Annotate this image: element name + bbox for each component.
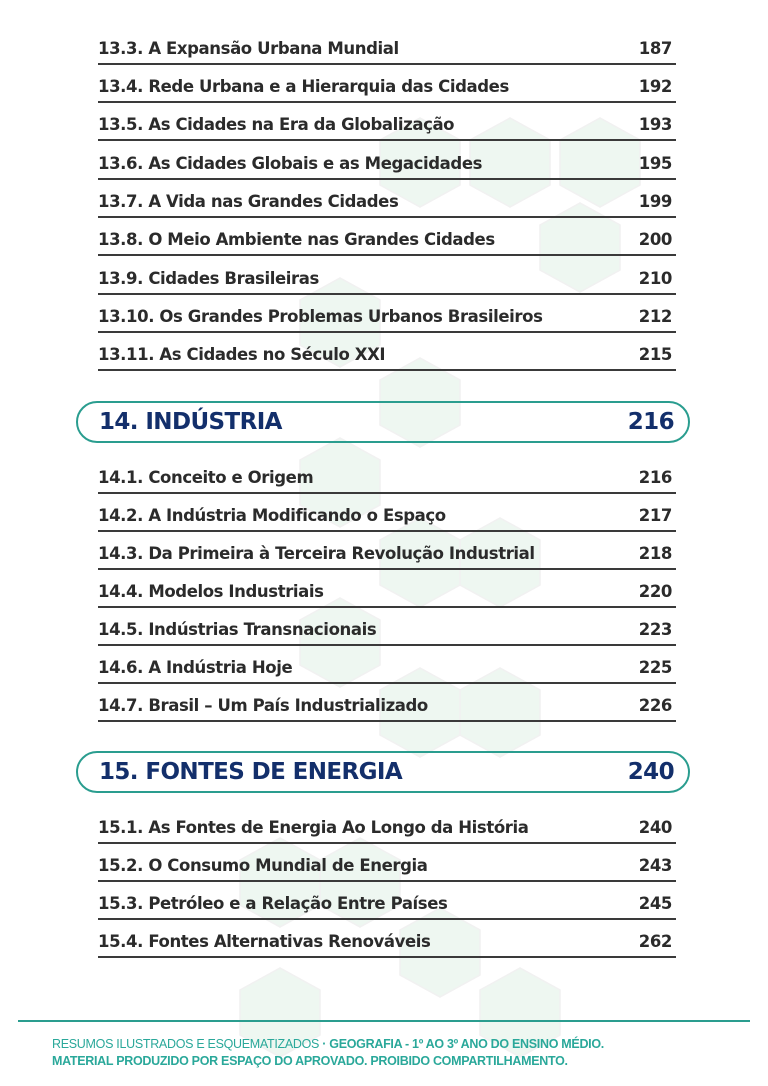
toc-entry-page: 223 [638, 619, 673, 639]
toc-entry[interactable]: 14.1. Conceito e Origem 216 [98, 458, 676, 494]
toc-entry[interactable]: 14.5. Indústrias Transnacionais 223 [98, 610, 676, 646]
toc-entry-page: 200 [638, 229, 673, 249]
toc-entry-title: 13.11. As Cidades no Século XXI [98, 344, 386, 364]
toc-entry-title: 13.10. Os Grandes Problemas Urbanos Bras… [98, 306, 543, 326]
chapter-page: 216 [627, 409, 675, 435]
toc-entry-page: 217 [638, 505, 673, 525]
toc-entry[interactable]: 13.11. As Cidades no Século XXI 215 [98, 335, 676, 371]
toc-entry[interactable]: 14.3. Da Primeira à Terceira Revolução I… [98, 534, 676, 570]
toc-entry-title: 14.2. A Indústria Modificando o Espaço [98, 505, 446, 525]
toc-entry[interactable]: 15.2. O Consumo Mundial de Energia 243 [98, 846, 676, 882]
footer-series: RESUMOS ILUSTRADOS E ESQUEMATIZADOS [52, 1037, 320, 1051]
page-footer: RESUMOS ILUSTRADOS E ESQUEMATIZADOS · GE… [52, 1036, 604, 1070]
toc-entry-page: 218 [638, 543, 673, 563]
chapter-page: 240 [627, 759, 675, 785]
chapter-title: 15. FONTES DE ENERGIA [99, 759, 403, 785]
chapter-heading-15[interactable]: 15. FONTES DE ENERGIA 240 [76, 751, 690, 793]
toc-entry-title: 13.6. As Cidades Globais e as Megacidade… [98, 153, 483, 173]
toc-entry-page: 226 [638, 695, 673, 715]
toc-entry-page: 225 [638, 657, 673, 677]
toc-entry-page: 243 [638, 855, 673, 875]
toc-entry[interactable]: 14.6. A Indústria Hoje 225 [98, 648, 676, 684]
chapter-title: 14. INDÚSTRIA [99, 409, 282, 435]
footer-subject: · GEOGRAFIA - 1º AO 3º ANO DO ENSINO MÉD… [319, 1037, 604, 1051]
toc-entry-title: 14.7. Brasil – Um País Industrializado [98, 695, 428, 715]
footer-line-2: MATERIAL PRODUZIDO POR ESPAÇO DO APROVAD… [52, 1054, 568, 1068]
toc-entry[interactable]: 13.9. Cidades Brasileiras 210 [98, 259, 676, 295]
toc-entry-page: 216 [638, 467, 673, 487]
toc-entry-title: 13.8. O Meio Ambiente nas Grandes Cidade… [98, 229, 495, 249]
toc-entry[interactable]: 13.4. Rede Urbana e a Hierarquia das Cid… [98, 67, 676, 103]
toc-entry-page: 199 [638, 191, 673, 211]
toc-entry[interactable]: 14.7. Brasil – Um País Industrializado 22… [98, 686, 676, 722]
toc-entry[interactable]: 13.10. Os Grandes Problemas Urbanos Bras… [98, 297, 676, 333]
toc-entry-page: 193 [638, 114, 673, 134]
toc-entry-title: 15.2. O Consumo Mundial de Energia [98, 855, 428, 875]
toc-entry-page: 262 [638, 931, 673, 951]
toc-entry-page: 210 [638, 268, 673, 288]
toc-entry-title: 13.7. A Vida nas Grandes Cidades [98, 191, 399, 211]
toc-entry[interactable]: 13.5. As Cidades na Era da Globalização 1… [98, 105, 676, 141]
toc-entry-title: 14.3. Da Primeira à Terceira Revolução I… [98, 543, 535, 563]
chapter-heading-14[interactable]: 14. INDÚSTRIA 216 [76, 401, 690, 443]
toc-entry-title: 15.4. Fontes Alternativas Renováveis [98, 931, 431, 951]
toc-entry[interactable]: 14.2. A Indústria Modificando o Espaço 21… [98, 496, 676, 532]
toc-entry-title: 13.4. Rede Urbana e a Hierarquia das Cid… [98, 76, 509, 96]
toc-entry-page: 195 [638, 153, 673, 173]
toc-entry[interactable]: 13.6. As Cidades Globais e as Megacidade… [98, 144, 676, 180]
toc-entry[interactable]: 13.3. A Expansão Urbana Mundial 187 [98, 29, 676, 65]
toc-entry-title: 13.9. Cidades Brasileiras [98, 268, 319, 288]
toc-entry-title: 13.3. A Expansão Urbana Mundial [98, 38, 399, 58]
toc-entry-title: 13.5. As Cidades na Era da Globalização [98, 114, 455, 134]
toc-entry-title: 14.1. Conceito e Origem [98, 467, 314, 487]
toc-entry[interactable]: 13.8. O Meio Ambiente nas Grandes Cidade… [98, 220, 676, 256]
toc-entry-title: 14.4. Modelos Industriais [98, 581, 324, 601]
toc-entry-title: 15.3. Petróleo e a Relação Entre Países [98, 893, 448, 913]
toc-entry[interactable]: 15.1. As Fontes de Energia Ao Longo da H… [98, 808, 676, 844]
toc-entry[interactable]: 14.4. Modelos Industriais 220 [98, 572, 676, 608]
toc-entry-page: 187 [638, 38, 673, 58]
footer-line-1: RESUMOS ILUSTRADOS E ESQUEMATIZADOS · GE… [52, 1036, 604, 1053]
toc-entry-page: 245 [638, 893, 673, 913]
toc-entry[interactable]: 13.7. A Vida nas Grandes Cidades 199 [98, 182, 676, 218]
toc-entry-title: 15.1. As Fontes de Energia Ao Longo da H… [98, 817, 529, 837]
toc-entry-page: 215 [638, 344, 673, 364]
toc-entry-page: 192 [638, 76, 673, 96]
toc-entry-title: 14.6. A Indústria Hoje [98, 657, 293, 677]
toc-entry-page: 240 [638, 817, 673, 837]
toc-entry[interactable]: 15.3. Petróleo e a Relação Entre Países 2… [98, 884, 676, 920]
footer-divider [18, 1020, 750, 1022]
toc-entry-page: 212 [638, 306, 673, 326]
toc-entry[interactable]: 15.4. Fontes Alternativas Renováveis 262 [98, 922, 676, 958]
toc-entry-title: 14.5. Indústrias Transnacionais [98, 619, 377, 639]
toc-entry-page: 220 [638, 581, 673, 601]
